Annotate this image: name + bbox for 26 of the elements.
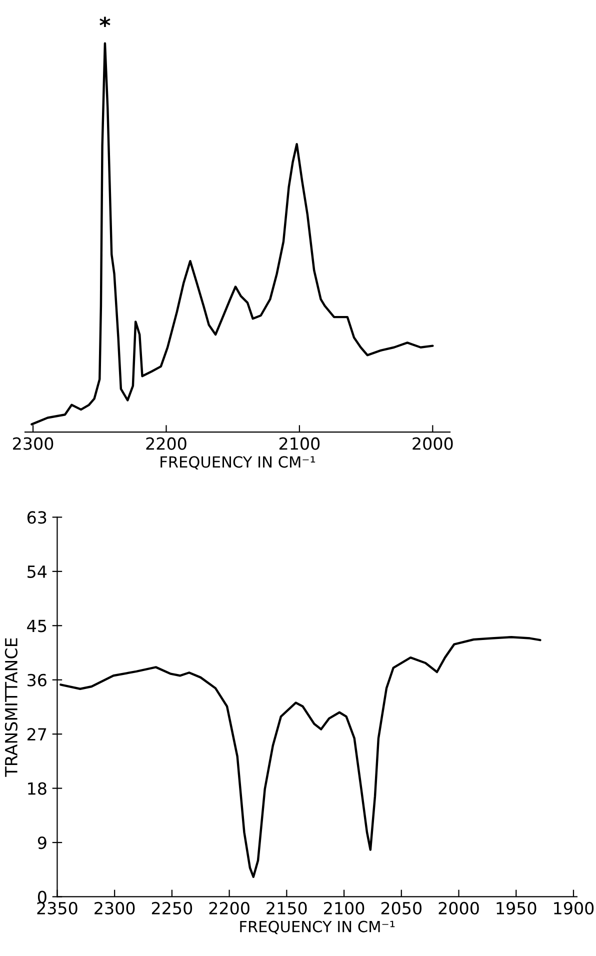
- x-tick-label: 1900: [554, 902, 594, 914]
- x-axis-title: FREQUENCY IN CM⁻¹: [240, 920, 395, 934]
- y-tick-label: 63: [27, 511, 46, 524]
- x-tick-label: 2100: [279, 437, 320, 450]
- x-tick-label: 2000: [438, 902, 479, 914]
- x-tick-label: 2100: [324, 902, 364, 914]
- y-tick-label: 54: [28, 566, 47, 578]
- y-tick-label: 27: [28, 728, 46, 740]
- x-tick-label: 2300: [94, 902, 135, 914]
- y-tick-label: 9: [38, 836, 46, 850]
- y-tick-label: 45: [27, 620, 46, 632]
- y-tick-label: 18: [28, 782, 46, 795]
- x-tick-label: 2000: [412, 437, 453, 450]
- x-tick-label: 2050: [381, 902, 422, 914]
- x-axis-title: FREQUENCY IN CM⁻¹: [160, 456, 316, 470]
- x-tick-label: 2350: [37, 902, 78, 914]
- x-tick-label: 1950: [496, 902, 536, 914]
- x-tick-label: 2150: [266, 902, 307, 914]
- x-tick-label: 2250: [152, 902, 192, 914]
- x-tick-label: 2200: [146, 437, 186, 450]
- annotation: *: [100, 16, 110, 28]
- y-axis-title: TRANSMITTANCE: [4, 638, 18, 777]
- y-tick-label: 0: [38, 890, 46, 904]
- x-tick-label: 2300: [13, 437, 54, 450]
- x-tick-label: 2200: [209, 902, 250, 914]
- y-tick-label: 36: [28, 674, 46, 686]
